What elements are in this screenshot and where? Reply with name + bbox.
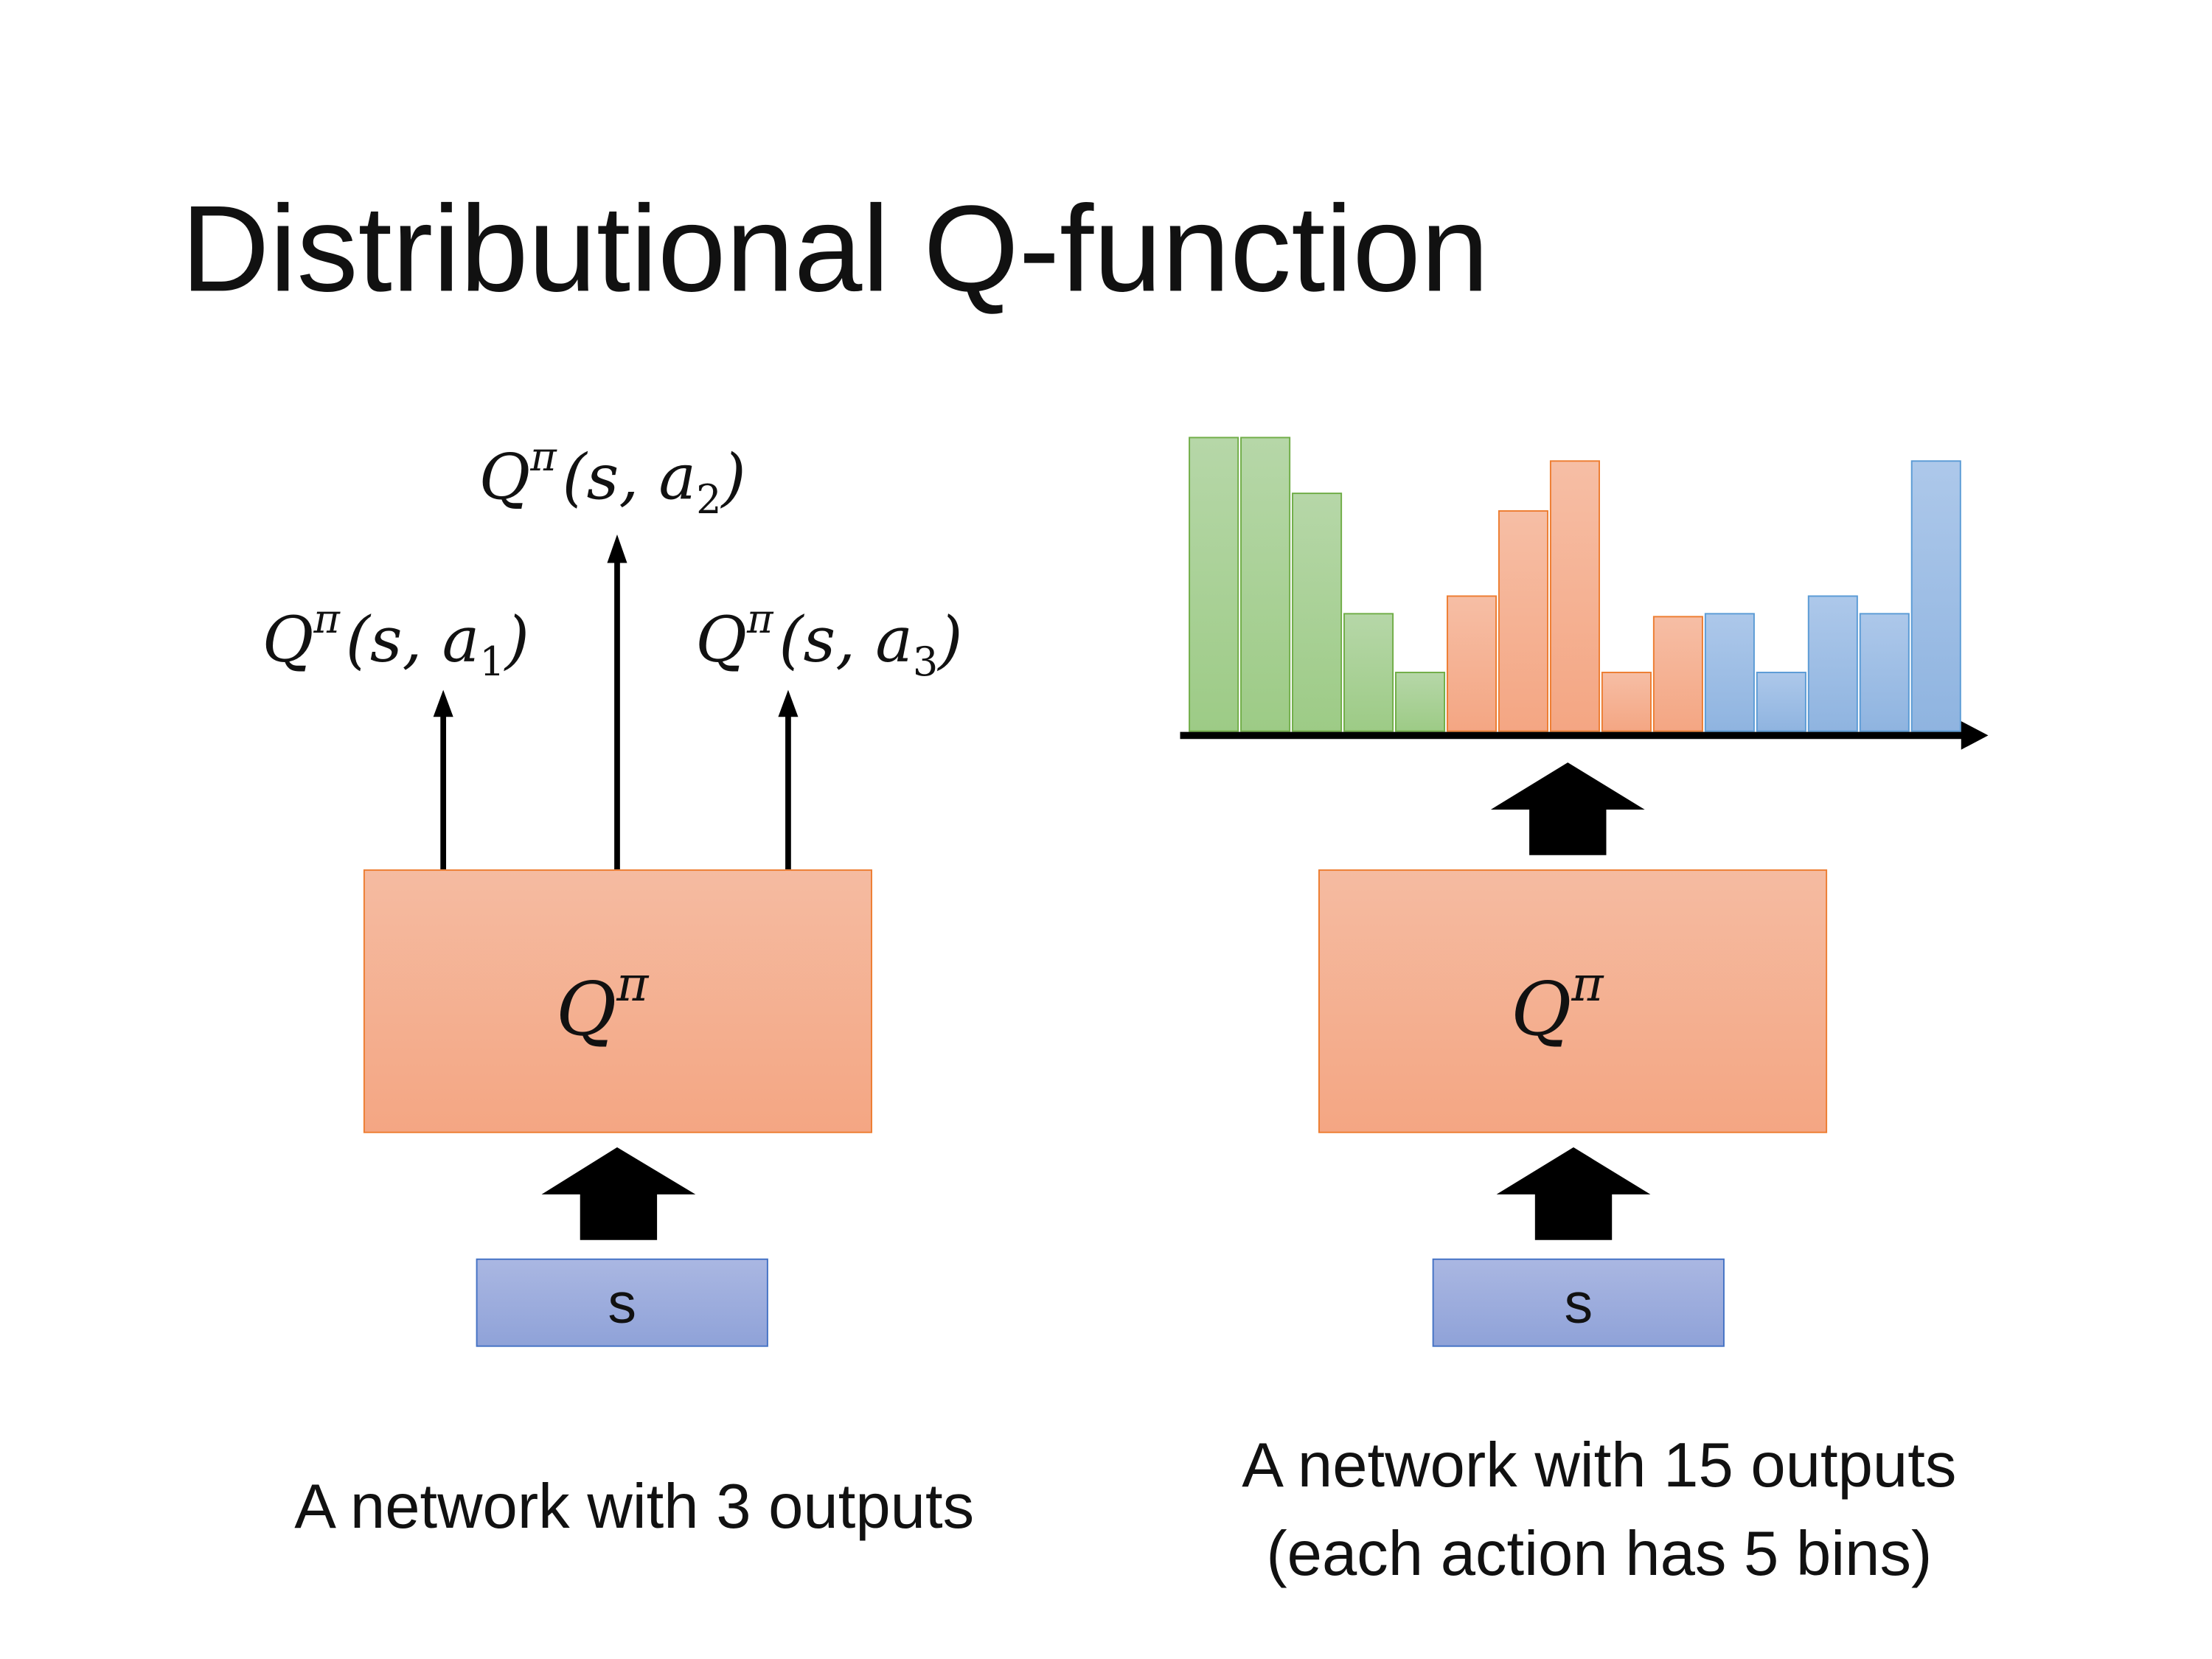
network-box: Qπ	[363, 869, 872, 1133]
histogram-axis	[1180, 721, 1989, 750]
input-label: s	[1564, 1272, 1593, 1335]
bar-a2-bin4	[1601, 672, 1652, 732]
block-arrow-up-icon	[1490, 762, 1645, 855]
bar-a1-bin1	[1189, 437, 1239, 732]
bar-a1-bin5	[1395, 672, 1446, 732]
input-label: s	[608, 1272, 636, 1335]
left-diagram: Qπ (s, a1) Qπ (s, a2) Qπ (s, a3) Qπ	[262, 434, 974, 1542]
bar-a2-bin5	[1652, 616, 1703, 732]
output-label-a3: Qπ (s, a3)	[695, 596, 962, 685]
slide-title: Distributional Q-function	[181, 181, 1489, 317]
bar-a3-bin1	[1704, 613, 1755, 732]
input-box: s	[1432, 1258, 1725, 1347]
right-caption-line2: (each action has 5 bins)	[1266, 1519, 1932, 1589]
bar-a1-bin3	[1292, 493, 1343, 732]
bar-a2-bin3	[1549, 460, 1600, 732]
output-label-a1: Qπ (s, a1)	[262, 596, 529, 685]
bar-a3-bin5	[1910, 460, 1961, 732]
histogram	[1189, 437, 1961, 732]
right-caption-line1: A network with 15 outputs	[1242, 1430, 1956, 1500]
bar-a2-bin2	[1498, 510, 1548, 732]
output-label-a2: Qπ (s, a2)	[479, 434, 745, 523]
network-label: Qπ	[1511, 956, 1604, 1052]
bar-a1-bin4	[1343, 613, 1394, 732]
left-caption: A network with 3 outputs	[294, 1472, 974, 1542]
bar-a3-bin2	[1756, 672, 1806, 732]
right-diagram: Qπ s A network with 15 outputs (each act…	[1180, 437, 1989, 1589]
block-arrow-up-icon	[541, 1147, 696, 1240]
bar-a2-bin1	[1446, 595, 1498, 732]
axis-arrowhead-icon	[1961, 721, 1989, 750]
network-label: Qπ	[556, 956, 650, 1052]
network-box: Qπ	[1318, 869, 1828, 1133]
output-arrow-a1	[433, 689, 453, 870]
output-arrow-a2	[607, 534, 627, 870]
bar-a3-bin3	[1807, 595, 1858, 732]
output-arrow-a3	[778, 689, 799, 870]
input-box: s	[476, 1258, 768, 1347]
bar-a3-bin4	[1859, 613, 1910, 732]
block-arrow-up-icon	[1496, 1147, 1651, 1240]
bar-a1-bin2	[1240, 437, 1291, 732]
